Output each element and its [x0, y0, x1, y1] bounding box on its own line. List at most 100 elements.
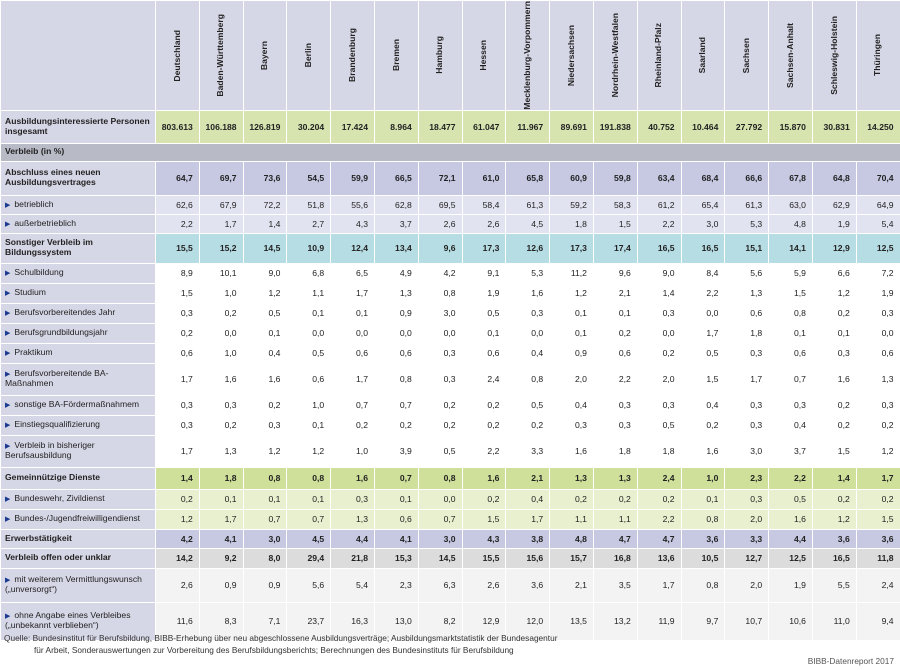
value-cell: 63,4 — [636, 160, 682, 196]
value-cell: 0,8 — [242, 466, 288, 490]
row-label-text: Berufsvorbereitende BA-Maßnahmen — [5, 368, 109, 389]
value-cell: 13,6 — [636, 547, 682, 569]
value-cell: 0,1 — [811, 322, 857, 344]
value-cell: 0,7 — [242, 508, 288, 530]
value-cell: 1,6 — [549, 434, 594, 468]
value-cell: 106.188 — [198, 109, 244, 144]
row-label: Verbleib offen oder unklar — [0, 547, 156, 569]
value-cell: 11,0 — [811, 601, 857, 641]
table-row: ▶ Berufsgrundbildungsjahr 0,2 0,0 0,1 0,0 0,0 0… — [0, 322, 900, 344]
value-cell: 17,3 — [461, 232, 507, 264]
table-body: Ausbildungsinteressierte Personen insges… — [0, 109, 900, 641]
value-cell: 12,4 — [330, 232, 375, 264]
value-cell: 0,2 — [592, 322, 638, 344]
value-cell: 55,6 — [330, 194, 375, 215]
value-cell: 69,5 — [417, 194, 463, 215]
value-cell: 0,9 — [198, 567, 244, 603]
source-note: Quelle: Bundesinstitut für Berufsbildung… — [4, 632, 896, 656]
value-cell: 0,5 — [242, 302, 288, 324]
value-cell: 1,8 — [198, 466, 244, 490]
value-cell: 6,6 — [811, 262, 857, 284]
value-cell: 13,5 — [549, 601, 594, 641]
value-cell: 2,6 — [155, 567, 200, 603]
value-cell: 9,7 — [680, 601, 726, 641]
value-cell: 0,0 — [505, 322, 551, 344]
value-cell: 0,2 — [636, 342, 682, 364]
value-cell: 0,8 — [417, 282, 463, 304]
value-cell: 10,7 — [724, 601, 770, 641]
value-cell: 0,3 — [198, 394, 244, 416]
value-cell: 0,1 — [286, 488, 332, 510]
value-cell: 4,1 — [198, 528, 244, 549]
value-cell: 7,1 — [242, 601, 288, 641]
value-cell: 0,1 — [768, 322, 813, 344]
value-cell: 1,4 — [155, 466, 200, 490]
column-header-label: Sachsen — [741, 37, 752, 74]
row-label-text: Schulbildung — [14, 267, 64, 278]
row-label: ▶ Einstiegsqualifizierung — [0, 414, 156, 436]
value-cell: 1,3 — [855, 362, 900, 396]
table-row: Ausbildungsinteressierte Personen insges… — [0, 109, 900, 144]
value-cell: 10,9 — [286, 232, 332, 264]
value-cell: 1,2 — [549, 282, 594, 304]
column-header-label: Hamburg — [434, 36, 445, 75]
header-row: Deutschland Baden-Württemberg Bayern Berlin… — [0, 0, 900, 111]
table-row: Abschluss eines neuen Ausbildungsvertrag… — [0, 160, 900, 196]
value-cell: 0,6 — [330, 342, 375, 364]
value-cell: 4,9 — [373, 262, 419, 284]
column-header: Sachsen — [724, 0, 770, 111]
value-cell: 9,4 — [855, 601, 900, 641]
value-cell: 27.792 — [724, 109, 770, 144]
value-cell: 9,2 — [198, 547, 244, 569]
value-cell: 2,2 — [155, 213, 200, 234]
value-cell: 4,8 — [549, 528, 594, 549]
column-header-label: Nordrhein-Westfalen — [609, 13, 620, 98]
value-cell: 3,6 — [855, 528, 900, 549]
value-cell: 1,0 — [330, 434, 375, 468]
value-cell: 40.752 — [636, 109, 682, 144]
value-cell: 61,3 — [724, 194, 770, 215]
row-label-text: Sonstiger Verbleib im Bildungssystem — [5, 237, 93, 258]
value-cell: 64,7 — [155, 160, 200, 196]
value-cell: 2,0 — [724, 508, 770, 530]
value-cell: 4,5 — [505, 213, 551, 234]
value-cell: 1,8 — [636, 434, 682, 468]
value-cell: 12,0 — [505, 601, 551, 641]
value-cell: 0,3 — [592, 394, 638, 416]
column-header-label: Mecklenburg-Vorpommern — [522, 1, 533, 110]
value-cell: 9,6 — [417, 232, 463, 264]
value-cell: 1,3 — [549, 466, 594, 490]
value-cell: 1,6 — [768, 508, 813, 530]
value-cell: 4,4 — [768, 528, 813, 549]
value-cell: 1,9 — [811, 213, 857, 234]
row-label: ▶ außerbetrieblich — [0, 213, 156, 234]
value-cell: 1,7 — [198, 508, 244, 530]
value-cell: 5,5 — [811, 567, 857, 603]
bullet-arrow-icon: ▶ — [5, 371, 11, 379]
value-cell: 0,9 — [373, 302, 419, 324]
row-label-text: Studium — [14, 287, 46, 298]
value-cell: 1,1 — [286, 282, 332, 304]
value-cell: 0,5 — [417, 434, 463, 468]
table-row: ▶ Berufsvorbereitendes Jahr 0,3 0,2 0,5 0,1 0,… — [0, 302, 900, 324]
value-cell: 1,6 — [461, 466, 507, 490]
column-header-label: Baden-Württemberg — [215, 14, 226, 97]
value-cell: 73,6 — [242, 160, 288, 196]
value-cell: 66,5 — [373, 160, 419, 196]
value-cell: 62,6 — [155, 194, 200, 215]
column-header-label: Sachsen-Anhalt — [784, 22, 795, 88]
value-cell: 0,6 — [724, 302, 770, 324]
value-cell: 12,9 — [461, 601, 507, 641]
value-cell: 1,6 — [680, 434, 726, 468]
value-cell: 1,5 — [811, 434, 857, 468]
value-cell: 0,7 — [373, 466, 419, 490]
value-cell: 0,0 — [417, 322, 463, 344]
value-cell: 1,5 — [680, 362, 726, 396]
column-header: Niedersachsen — [549, 0, 594, 111]
value-cell: 12,9 — [811, 232, 857, 264]
bullet-arrow-icon: ▶ — [5, 577, 11, 585]
value-cell: 0,1 — [592, 302, 638, 324]
value-cell: 11,2 — [549, 262, 594, 284]
bullet-arrow-icon: ▶ — [5, 350, 11, 358]
value-cell: 72,1 — [417, 160, 463, 196]
